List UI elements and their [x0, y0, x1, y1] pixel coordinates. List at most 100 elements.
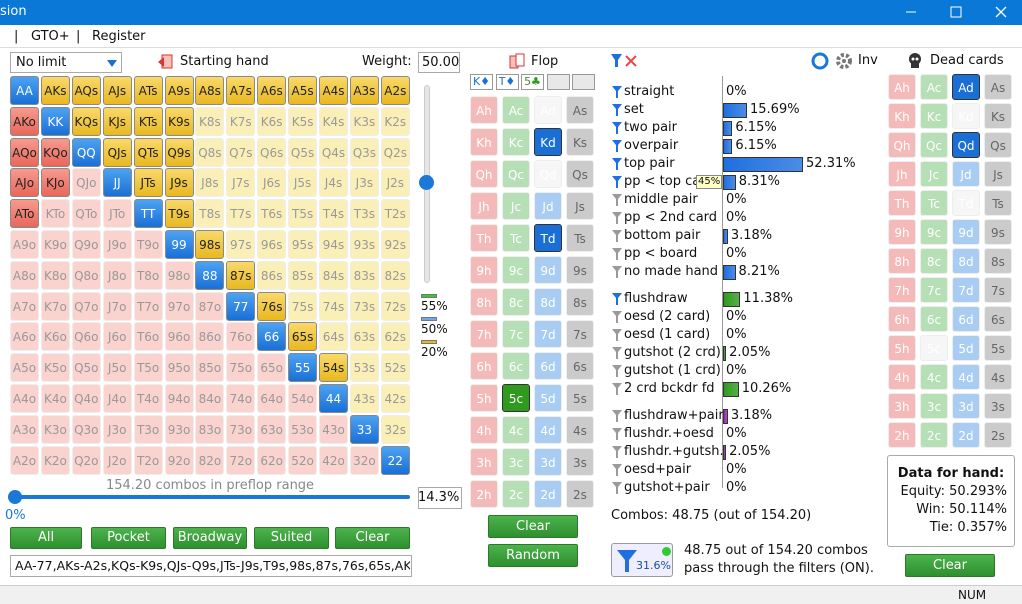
- flop-card[interactable]: Ah: [470, 96, 498, 124]
- hand-cell[interactable]: 83s: [349, 260, 379, 290]
- flop-card[interactable]: 5d: [534, 384, 562, 412]
- dead-card[interactable]: 2s: [984, 422, 1012, 448]
- hand-cell[interactable]: K9o: [40, 230, 70, 259]
- hand-cell[interactable]: 72o: [226, 445, 256, 475]
- hand-cell[interactable]: Q9s: [164, 137, 194, 167]
- flop-card[interactable]: 5s: [566, 384, 594, 412]
- dead-card[interactable]: 5s: [984, 335, 1012, 361]
- hand-cell[interactable]: 55: [288, 353, 318, 383]
- hand-cell[interactable]: 32s: [380, 414, 410, 444]
- hand-cell[interactable]: 84o: [195, 384, 225, 413]
- dead-card[interactable]: Td: [952, 190, 980, 216]
- filter-toggle[interactable]: [611, 463, 623, 477]
- dead-card[interactable]: Qh: [888, 132, 916, 158]
- hand-cell[interactable]: 85s: [288, 260, 318, 290]
- hand-cell[interactable]: QTo: [71, 199, 101, 229]
- hand-cell[interactable]: 97o: [164, 291, 194, 321]
- hand-cell[interactable]: Q8s: [195, 137, 225, 167]
- flop-card[interactable]: 4s: [566, 416, 594, 444]
- hand-cell[interactable]: 54o: [288, 384, 318, 413]
- filter-toggle[interactable]: [611, 121, 623, 135]
- hand-cell[interactable]: A9o: [10, 230, 39, 259]
- dead-card[interactable]: 8c: [920, 248, 948, 274]
- flop-card[interactable]: As: [566, 96, 594, 124]
- hand-cell[interactable]: AKo: [10, 106, 39, 136]
- hand-cell[interactable]: 73s: [349, 291, 379, 321]
- filter-toolbar-icons[interactable]: [610, 53, 640, 69]
- flop-card[interactable]: 6d: [534, 352, 562, 380]
- hand-cell[interactable]: Q7s: [226, 137, 256, 167]
- flop-card[interactable]: Td: [534, 224, 562, 252]
- hand-cell[interactable]: 63s: [349, 322, 379, 352]
- range-button[interactable]: Pocket: [91, 527, 166, 549]
- hand-cell[interactable]: Q3o: [71, 414, 101, 444]
- hand-cell[interactable]: A2s: [380, 76, 410, 105]
- hand-cell[interactable]: 64s: [319, 322, 348, 352]
- hand-cell[interactable]: QQ: [71, 137, 101, 167]
- dead-card[interactable]: Js: [984, 161, 1012, 187]
- dead-card[interactable]: 8h: [888, 248, 916, 274]
- dead-card[interactable]: Qs: [984, 132, 1012, 158]
- hand-cell[interactable]: 93o: [164, 414, 194, 444]
- hand-cell[interactable]: 77: [226, 291, 256, 321]
- hand-cell[interactable]: 87o: [195, 291, 225, 321]
- hand-cell[interactable]: AA: [10, 76, 39, 105]
- hand-cell[interactable]: K8s: [195, 106, 225, 136]
- hand-cell[interactable]: K6s: [257, 106, 287, 136]
- flop-card[interactable]: 9d: [534, 256, 562, 284]
- hand-cell[interactable]: 93s: [349, 230, 379, 259]
- hand-cell[interactable]: QJs: [102, 137, 132, 167]
- dead-card[interactable]: 3h: [888, 393, 916, 419]
- flop-card[interactable]: 9h: [470, 256, 498, 284]
- flop-card[interactable]: Tc: [502, 224, 530, 252]
- hand-cell[interactable]: 73o: [226, 414, 256, 444]
- hand-cell[interactable]: 87s: [226, 260, 256, 290]
- hand-cell[interactable]: 75o: [226, 353, 256, 383]
- hand-cell[interactable]: 96s: [257, 230, 287, 259]
- filter-toggle[interactable]: [611, 328, 623, 342]
- range-button[interactable]: Suited: [254, 527, 329, 549]
- hand-cell[interactable]: JJ: [102, 168, 132, 198]
- hand-cell[interactable]: 94o: [164, 384, 194, 413]
- board-slot[interactable]: K♦: [470, 74, 493, 90]
- flop-card[interactable]: Qc: [502, 160, 530, 188]
- hand-cell[interactable]: Q3s: [349, 137, 379, 167]
- flop-card[interactable]: 5h: [470, 384, 498, 412]
- hand-cell[interactable]: 63o: [257, 414, 287, 444]
- hand-cell[interactable]: J5s: [288, 168, 318, 198]
- hand-cell[interactable]: KJs: [102, 106, 132, 136]
- hand-cell[interactable]: T5s: [288, 199, 318, 229]
- hand-cell[interactable]: T2s: [380, 199, 410, 229]
- flop-card[interactable]: 7d: [534, 320, 562, 348]
- dead-card[interactable]: Kh: [888, 103, 916, 129]
- hand-cell[interactable]: AKs: [40, 76, 70, 105]
- hand-cell[interactable]: A4o: [10, 384, 39, 413]
- hand-cell[interactable]: 76s: [257, 291, 287, 321]
- flop-card[interactable]: Ac: [502, 96, 530, 124]
- filter-toggle[interactable]: [611, 193, 623, 207]
- dead-card[interactable]: 2c: [920, 422, 948, 448]
- hand-cell[interactable]: T7s: [226, 199, 256, 229]
- hand-cell[interactable]: J7o: [102, 291, 132, 321]
- hand-cell[interactable]: A5s: [288, 76, 318, 105]
- dead-card[interactable]: Ts: [984, 190, 1012, 216]
- filter-toggle[interactable]: [611, 139, 623, 153]
- hand-cell[interactable]: T9o: [133, 230, 163, 259]
- dead-card[interactable]: Jd: [952, 161, 980, 187]
- hand-cell[interactable]: Q8o: [71, 260, 101, 290]
- filter-toggle[interactable]: [611, 103, 623, 117]
- hand-cell[interactable]: 52s: [380, 353, 410, 383]
- weight-input[interactable]: 50.000: [418, 52, 460, 73]
- hand-cell[interactable]: A8o: [10, 260, 39, 290]
- hand-cell[interactable]: A3o: [10, 414, 39, 444]
- filter-toggle[interactable]: [611, 211, 623, 225]
- filter-toggle[interactable]: [611, 265, 623, 279]
- hand-cell[interactable]: A4s: [319, 76, 348, 105]
- dead-card[interactable]: Ad: [952, 74, 980, 100]
- hand-cell[interactable]: J6o: [102, 322, 132, 352]
- hand-cell[interactable]: 53s: [349, 353, 379, 383]
- hand-cell[interactable]: 95s: [288, 230, 318, 259]
- hand-cell[interactable]: 44: [319, 384, 348, 413]
- hand-cell[interactable]: J6s: [257, 168, 287, 198]
- game-dropdown[interactable]: No limit: [10, 52, 122, 73]
